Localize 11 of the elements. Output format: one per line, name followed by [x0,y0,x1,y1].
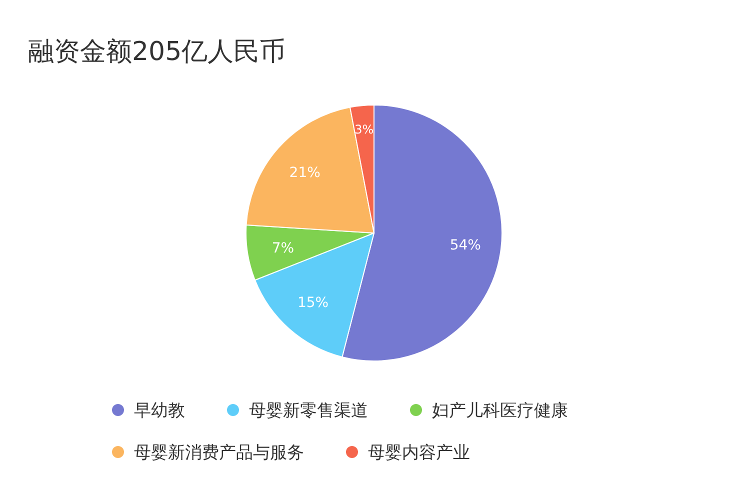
legend-label: 早幼教 [134,401,185,421]
data-label: 21% [289,165,320,182]
legend-label: 妇产儿科医疗健康 [432,401,568,421]
data-label: 15% [297,295,329,312]
legend-label: 母婴新消费产品与服务 [134,443,304,463]
legend-label: 母婴新零售渠道 [249,401,368,421]
data-label: 7% [272,240,294,256]
data-label: 3% [354,122,374,137]
data-label: 54% [450,238,481,254]
legend-label: 母婴内容产业 [368,443,470,463]
chart-title: 融资金额205亿人民币 [28,37,286,67]
